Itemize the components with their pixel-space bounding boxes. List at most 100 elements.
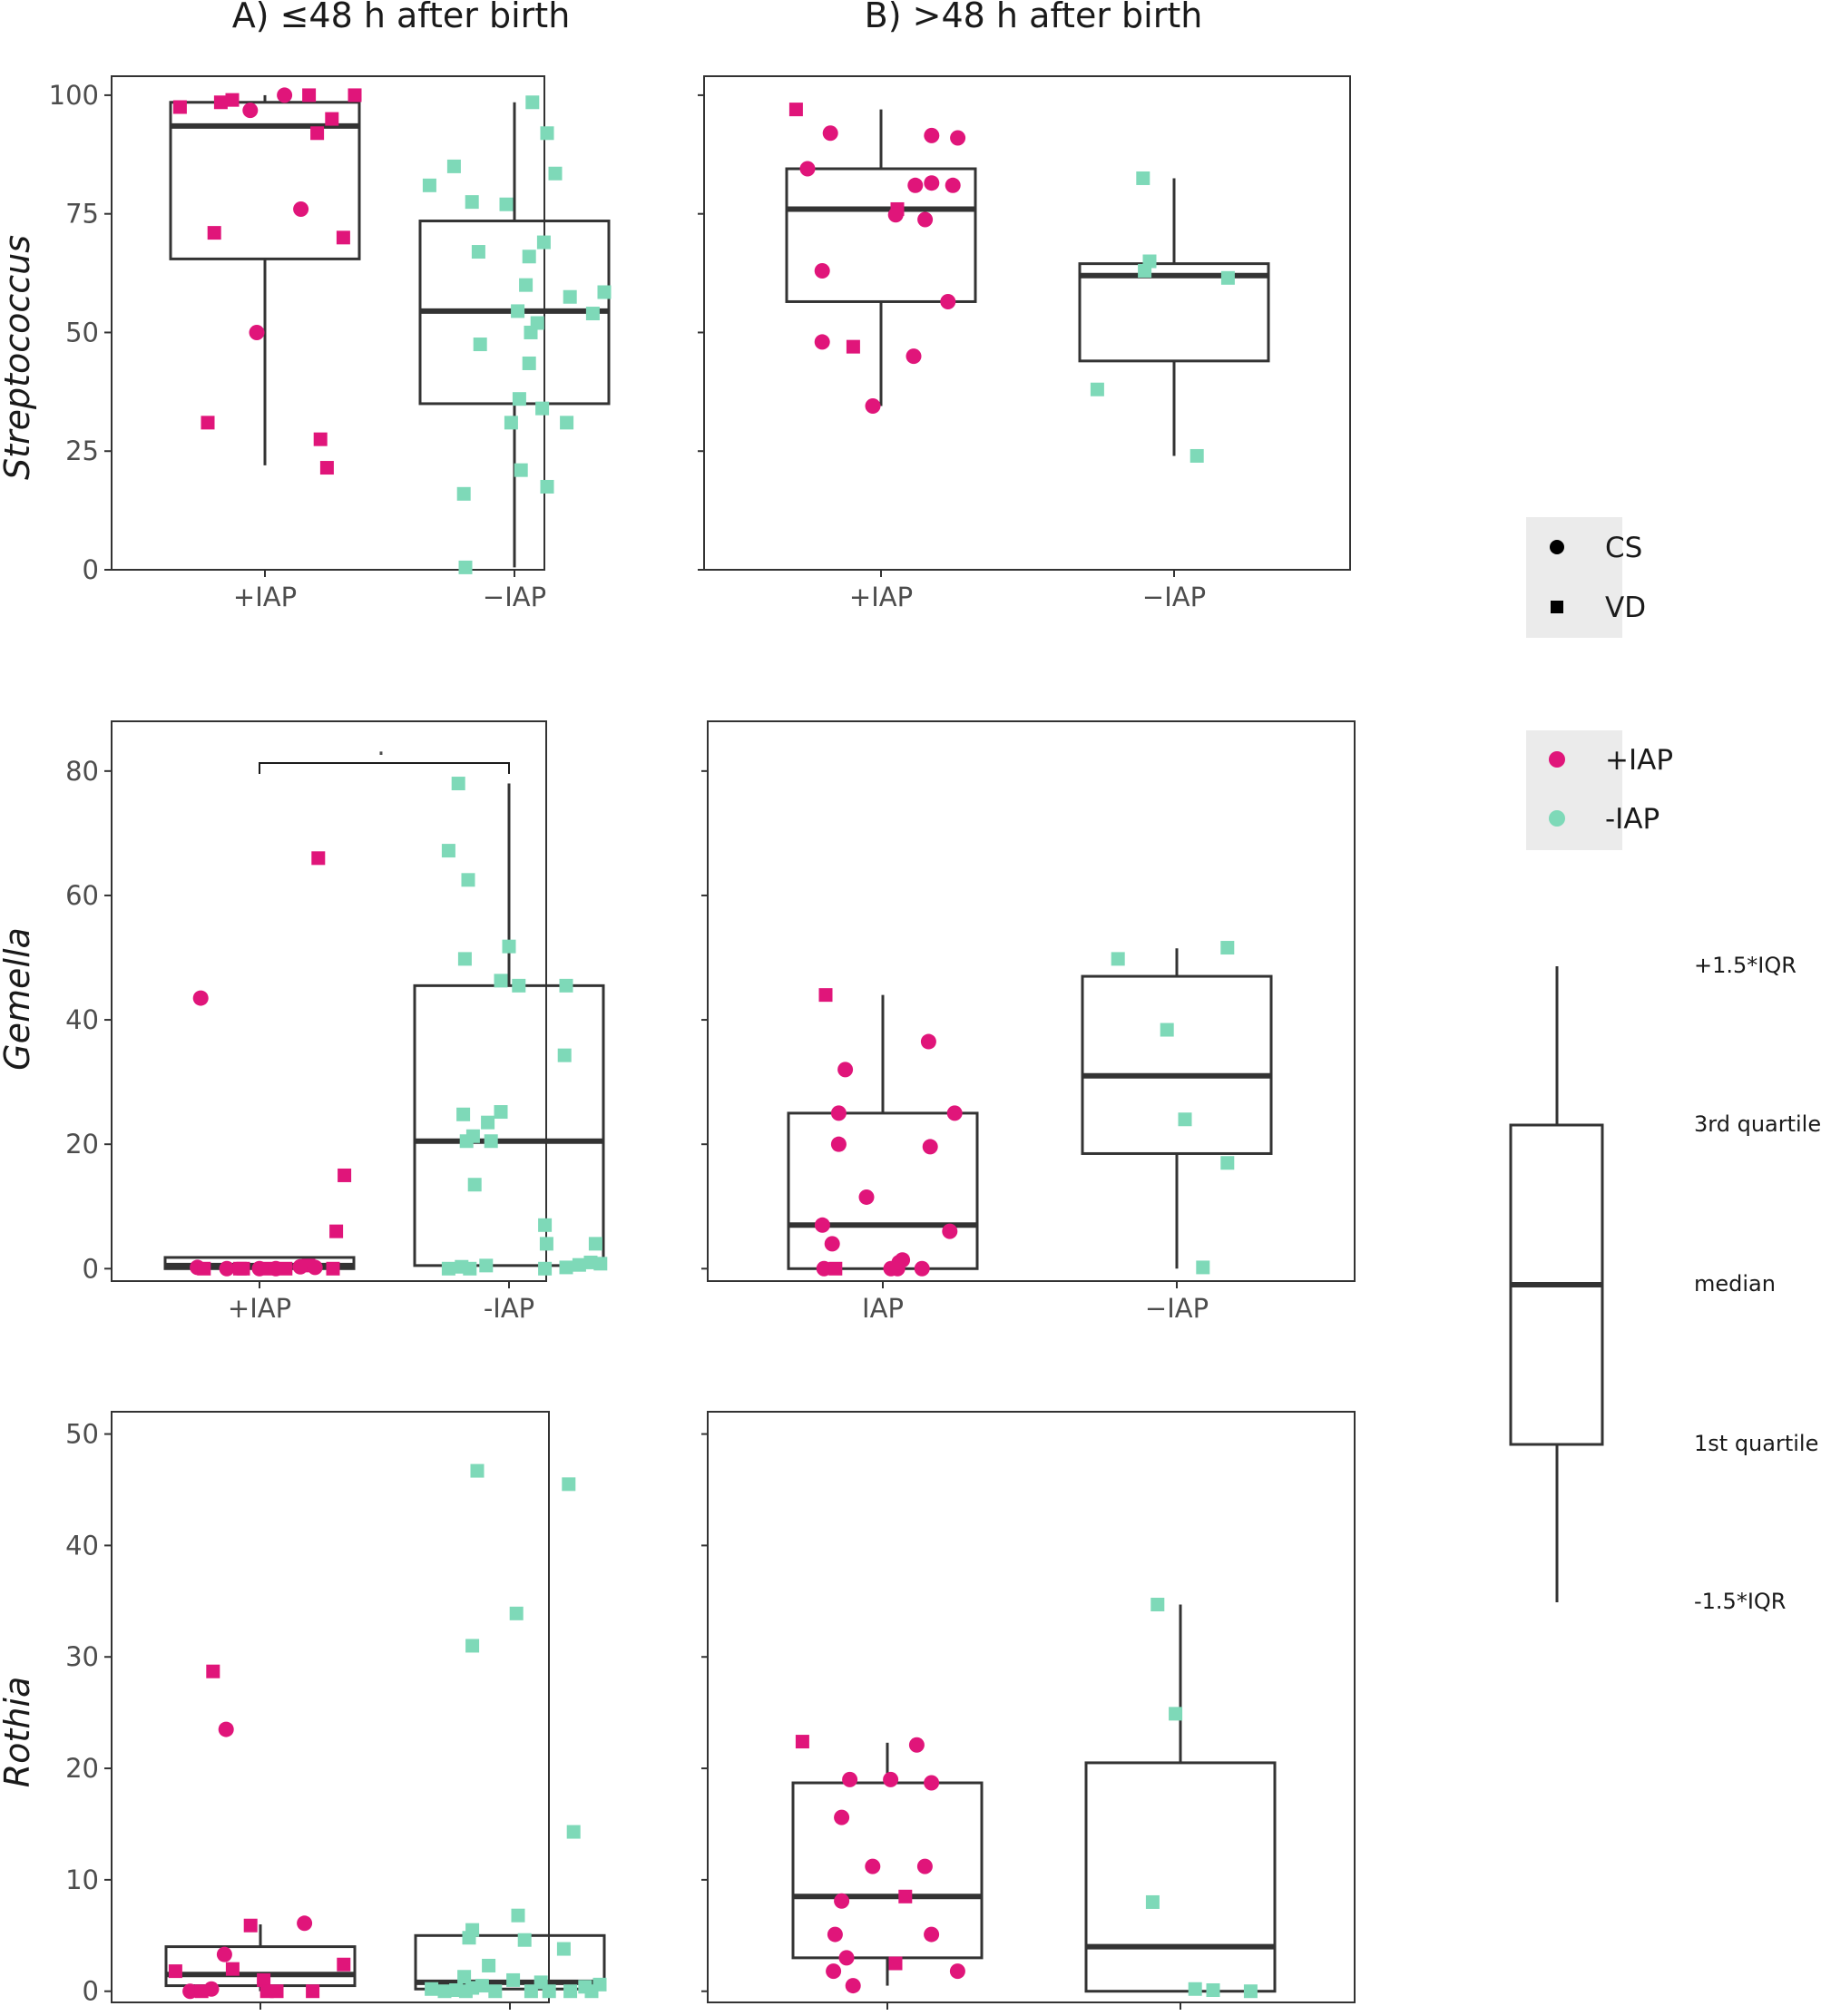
data-point-square [325,112,339,126]
data-point-square [522,250,536,264]
data-point-circle [924,127,940,143]
panel-rothia-a: 0 10 20 30 40 50 +IAP -IAP [65,1411,607,2016]
x-tick-label: -IAP [485,2014,535,2016]
data-point-square [563,289,577,304]
data-point-square [207,226,221,240]
key-upper-whisker: +1.5*IQR [1694,953,1797,978]
data-point-circle [826,1963,842,1980]
data-point-square [336,230,350,245]
data-point-circle [219,1260,235,1277]
y-tick-label: 40 [65,1530,99,1561]
data-point-circle [895,1252,911,1268]
x-tick-label: +IAP [849,582,913,612]
panel-frame [111,75,545,571]
data-point-square [559,978,573,993]
x-tick-label: −IAP [1142,582,1206,612]
legend-iap-neg-icon [1549,810,1565,827]
data-point-square [168,1964,182,1979]
data-point-square [437,1984,452,1999]
data-point-circle [845,1978,861,1994]
data-point-square [456,486,471,501]
data-point-square [1220,941,1235,955]
data-point-circle [824,1236,840,1252]
boxplot-rothia-b-1 [1084,1604,1277,1993]
data-point-square [511,1908,525,1923]
y-tick-label: 50 [65,317,99,347]
data-point-circle [192,990,209,1006]
x-tick-label: +IAP [228,1293,291,1324]
significance-label: . [377,730,385,761]
data-point-square [465,1639,480,1653]
data-point-square [1150,1597,1165,1611]
x-tick-label: IAP [862,1293,904,1324]
data-point-square [306,1984,320,1999]
data-point-square [451,777,465,791]
data-point-circle [814,334,830,350]
panel-frame [707,720,1356,1282]
data-point-square [457,952,472,966]
data-point-circle [858,1189,875,1205]
data-point-circle [203,1981,220,1997]
data-point-square [425,1982,439,1996]
iqr-box [413,984,605,1267]
iqr-box [785,167,977,303]
data-point-square [446,159,461,173]
data-point-square [535,401,550,416]
data-point-square [243,1918,258,1933]
data-point-square [465,1923,480,1937]
data-point-square [455,1259,469,1274]
data-point-circle [307,1259,323,1276]
data-point-circle [297,1915,313,1932]
panel-gemella-b: IAP −IAP [701,720,1356,1324]
data-point-circle [945,177,961,193]
data-point-circle [949,1963,965,1980]
data-point-circle [799,161,816,177]
data-point-circle [814,262,830,279]
data-point-circle [950,130,966,146]
data-point-square [525,95,540,110]
legend-iap-pos-icon [1549,751,1565,768]
data-point-square [337,1957,351,1972]
data-point-square [236,1261,250,1276]
iqr-box [1084,1761,1277,1993]
data-point-circle [249,324,265,340]
data-point-square [502,939,516,954]
legend-color: +IAP -IAP [1526,730,1673,850]
panel-frame [111,1411,550,2003]
data-point-circle [908,1737,925,1753]
legend-iap-neg-label: -IAP [1605,803,1659,836]
panel-streptococcus-b: +IAP −IAP [698,75,1351,612]
data-point-circle [834,1893,850,1909]
data-point-square [348,88,362,103]
key-median: median [1694,1271,1776,1297]
y-tick-label: 0 [83,1253,99,1284]
data-point-circle [865,398,881,415]
data-point-square [846,339,860,354]
data-point-square [512,978,526,993]
panel-streptococcus-a: 0 25 50 75 100 +IAP −IAP [49,75,612,612]
data-point-circle [887,207,904,223]
panel-frame [703,75,1351,571]
data-point-square [556,1942,571,1956]
data-point-circle [924,1775,940,1791]
data-point-square [302,88,317,103]
iqr-box [791,1781,984,1960]
data-point-circle [242,103,259,119]
x-tick-label: −IAP [1145,1293,1209,1324]
boxplot-gemella-b-1 [1081,948,1273,1269]
data-point-square [1169,1707,1183,1721]
y-tick-label: 100 [49,80,99,111]
data-point-square [1220,1156,1235,1170]
key-lower-whisker: -1.5*IQR [1694,1589,1786,1614]
data-point-square [585,307,600,321]
boxplot-key [1509,966,1604,1602]
legend-iap-pos-label: +IAP [1605,744,1673,777]
title-panel-b: B) >48 h after birth [865,0,1203,35]
data-point-square [1090,382,1104,396]
data-point-circle [182,1983,199,2000]
data-point-square [225,1962,240,1976]
x-tick-label: -IAP [484,1293,534,1324]
data-point-square [441,1261,455,1276]
